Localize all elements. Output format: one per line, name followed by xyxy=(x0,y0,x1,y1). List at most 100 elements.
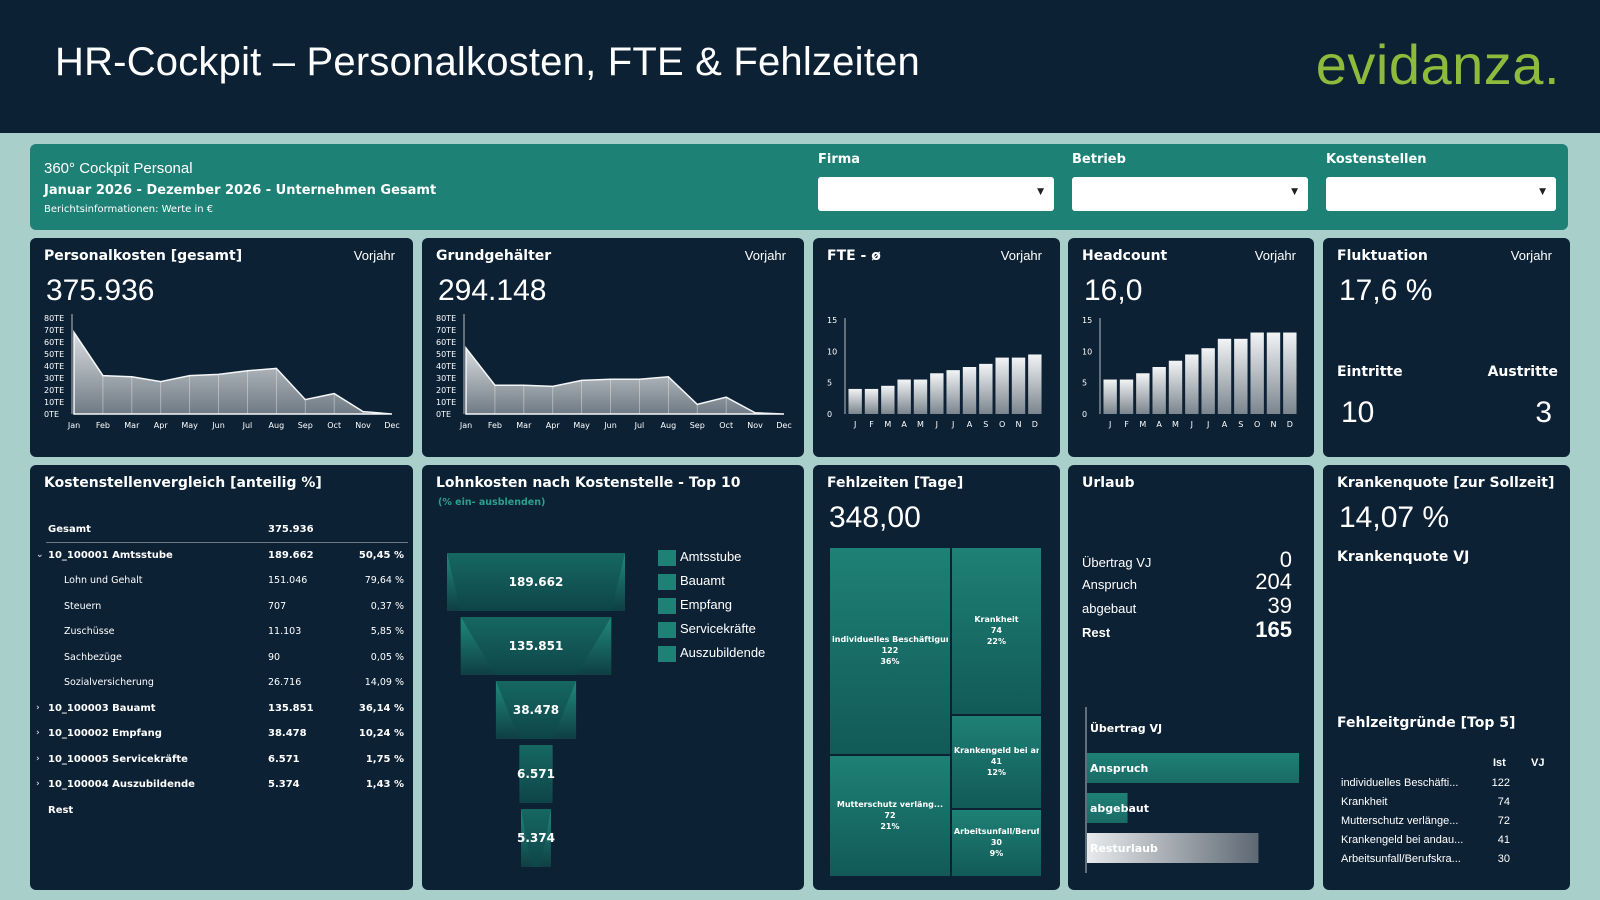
table-row[interactable]: › 10_100003 Bauamt 135.851 36,14 % xyxy=(36,696,408,722)
x-tick-label: Aug xyxy=(661,421,677,430)
treemap-cell[interactable]: Arbeitsunfall/Berufsk...309% xyxy=(951,809,1041,876)
bar xyxy=(1136,373,1150,414)
bar xyxy=(995,357,1009,414)
vorjahr-toggle[interactable]: Vorjahr xyxy=(1254,248,1296,263)
x-tick-label: Feb xyxy=(488,421,502,430)
cost-center-value: 151.046 xyxy=(268,575,308,586)
treemap-category: individuelles Beschäftigun... xyxy=(832,634,948,644)
filter-betrieb-label: Betrieb xyxy=(1072,152,1126,167)
y-tick-label: 50TE xyxy=(44,350,64,359)
vorjahr-toggle[interactable]: Vorjahr xyxy=(353,248,395,263)
treemap-category: Krankheit xyxy=(974,615,1019,625)
vorjahr-toggle[interactable]: Vorjahr xyxy=(1000,248,1042,263)
y-tick-label: 70TE xyxy=(44,326,64,335)
y-tick-label: 10TE xyxy=(436,398,456,407)
x-tick-label: D xyxy=(1287,420,1293,429)
card-headcount[interactable]: Headcount Vorjahr 16,0 0 5 10 15 J F M A M J J A S O N… xyxy=(1068,238,1314,457)
fehlzeitgrund-name: Arbeitsunfall/Berufskra... xyxy=(1341,853,1461,865)
x-tick-label: May xyxy=(573,421,590,430)
legend-swatch xyxy=(658,549,676,566)
treemap-percent: 22% xyxy=(986,637,1007,647)
lohnkosten-funnel-chart: 189.662 135.851 38.478 6.571 5.374 xyxy=(447,553,625,867)
urlaub-row-label: Anspruch xyxy=(1082,577,1137,592)
legend-item[interactable]: Empfang xyxy=(658,597,732,614)
expand-icon[interactable]: › xyxy=(36,779,40,789)
urlaub-row-value: 39 xyxy=(1267,593,1292,618)
x-tick-label: Dec xyxy=(776,421,791,430)
x-tick-label: O xyxy=(1254,420,1260,429)
x-tick-label: M xyxy=(1172,420,1179,429)
treemap-value: 41 xyxy=(990,757,1002,767)
legend-item[interactable]: Bauamt xyxy=(658,573,725,590)
legend-label: Amtsstube xyxy=(680,549,742,564)
y-tick-label: 0 xyxy=(1082,410,1087,419)
cost-center-value: 26.716 xyxy=(268,677,302,688)
x-tick-label: Mar xyxy=(516,421,532,430)
urlaub-bar-label: Übertrag VJ xyxy=(1090,721,1162,735)
bar xyxy=(1103,379,1117,414)
bar xyxy=(1152,367,1166,414)
kostenstellen-dropdown[interactable]: ▼ xyxy=(1326,177,1556,211)
x-tick-label: Jan xyxy=(459,421,472,430)
table-row[interactable]: ⌄ 10_100001 Amtsstube 189.662 50,45 % xyxy=(36,543,408,569)
cost-center-percent: 0,37 % xyxy=(370,600,404,612)
filter-kostenstellen-label: Kostenstellen xyxy=(1326,152,1427,167)
headcount-bar-chart: 0 5 10 15 J F M A M J J A S O N D xyxy=(1082,316,1297,429)
cost-center-name: Gesamt xyxy=(48,524,91,535)
expand-icon[interactable]: ⌄ xyxy=(36,549,44,560)
card-grundgehaelter[interactable]: Grundgehälter Vorjahr 294.148 0TE 10TE 20T… xyxy=(422,238,804,457)
treemap-value: 122 xyxy=(881,645,899,655)
cost-center-value: 6.571 xyxy=(268,753,300,765)
x-tick-label: Jun xyxy=(211,421,225,430)
x-tick-label: May xyxy=(181,421,198,430)
cost-center-value: 5.374 xyxy=(268,779,300,790)
card-fluktuation[interactable]: Fluktuation Vorjahr 17,6 % Eintritte Aus… xyxy=(1323,238,1570,457)
table-row[interactable]: Rest xyxy=(46,798,408,824)
cost-center-percent: 1,75 % xyxy=(365,753,404,765)
legend-item[interactable]: Auszubildende xyxy=(658,645,765,662)
card-fehlzeiten: Fehlzeiten [Tage] 348,00 individuelles B… xyxy=(813,465,1060,890)
card-krankenquote: Krankenquote [zur Sollzeit] 14,07 % Kran… xyxy=(1323,465,1570,890)
percent-toggle-link[interactable]: (% ein- ausblenden) xyxy=(438,497,546,508)
bar xyxy=(962,367,977,414)
x-tick-label: N xyxy=(1016,420,1022,429)
chevron-down-icon: ▼ xyxy=(1539,187,1546,197)
table-row[interactable]: › 10_100002 Empfang 38.478 10,24 % xyxy=(36,721,408,747)
vorjahr-toggle[interactable]: Vorjahr xyxy=(1510,248,1552,263)
betrieb-dropdown[interactable]: ▼ xyxy=(1072,177,1308,211)
card-fte[interactable]: FTE - ø Vorjahr 0 5 10 15 J F M A M J J A S O N D xyxy=(813,238,1060,457)
filter-firma: Firma ▼ xyxy=(818,152,1054,211)
firma-dropdown[interactable]: ▼ xyxy=(818,177,1054,211)
expand-icon[interactable]: › xyxy=(36,702,40,713)
expand-icon[interactable]: › xyxy=(36,728,40,738)
cost-center-value: 375.936 xyxy=(268,524,314,535)
x-tick-label: Oct xyxy=(719,421,733,430)
x-tick-label: Oct xyxy=(327,421,341,430)
card-title: FTE - ø xyxy=(827,248,881,264)
cost-center-name: Sachbezüge xyxy=(64,651,122,663)
card-personalkosten[interactable]: Personalkosten [gesamt] Vorjahr 375.936 … xyxy=(30,238,413,457)
bar xyxy=(930,373,944,414)
table-row[interactable]: › 10_100005 Servicekräfte 6.571 1,75 % xyxy=(36,747,408,773)
cost-center-name: 10_100004 Auszubildende xyxy=(48,779,195,790)
cost-center-percent: 10,24 % xyxy=(358,728,404,739)
expand-icon[interactable]: › xyxy=(36,753,40,764)
logo-text: evidanza xyxy=(1315,33,1544,96)
funnel-shade xyxy=(521,809,551,867)
legend-item[interactable]: Amtsstube xyxy=(658,549,741,566)
legend-item[interactable]: Servicekräfte xyxy=(658,621,756,638)
treemap-cell[interactable]: individuelles Beschäftigun... 122 36% xyxy=(830,548,950,754)
legend-swatch xyxy=(658,645,676,662)
table-row[interactable]: › 10_100004 Auszubildende 5.374 1,43 % xyxy=(36,772,408,798)
card-lohnkosten: Lohnkosten nach Kostenstelle - Top 10 (%… xyxy=(422,465,804,890)
filter-kostenstellen: Kostenstellen ▼ xyxy=(1326,152,1556,211)
x-tick-label: A xyxy=(1222,420,1228,429)
bar xyxy=(913,379,928,414)
vorjahr-toggle[interactable]: Vorjahr xyxy=(744,248,786,263)
bar xyxy=(1266,332,1281,414)
fehlzeitgrund-name: Mutterschutz verlänge... xyxy=(1341,815,1459,827)
table-row: Zuschüsse 11.103 5,85 % xyxy=(46,619,408,645)
treemap-cell[interactable]: Krankheit 74 22% xyxy=(951,548,1041,715)
treemap-cell[interactable]: Mutterschutz verläng... 72 21% xyxy=(830,755,950,876)
